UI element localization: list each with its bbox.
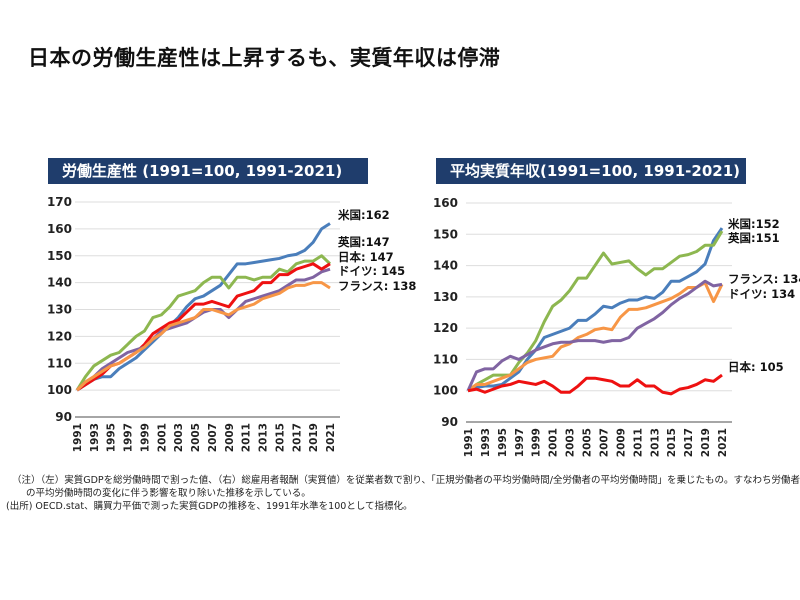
- x-tick-label: 2005: [582, 428, 594, 457]
- x-tick-label: 2019: [308, 423, 320, 452]
- x-tick-label: 2011: [241, 423, 253, 452]
- y-tick-label: 140: [47, 276, 72, 290]
- y-tick-label: 110: [47, 356, 72, 370]
- series-end-label: フランス: 134: [728, 272, 800, 286]
- x-tick-label: 2011: [632, 428, 644, 457]
- x-tick-label: 2015: [666, 428, 678, 457]
- series-line-ドイツ: [75, 267, 331, 392]
- series-line-フランス: [467, 281, 724, 392]
- series-line-米国: [467, 227, 724, 393]
- chart-title-income: 平均実質年収(1991=100, 1991-2021): [436, 158, 746, 184]
- x-tick-label: 2017: [683, 428, 695, 457]
- y-tick-label: 90: [441, 415, 458, 429]
- series-end-label: 英国:151: [727, 231, 780, 245]
- y-tick-label: 140: [433, 259, 458, 273]
- x-tick-label: 2013: [258, 423, 270, 452]
- series-end-label: ドイツ: 145: [338, 264, 405, 278]
- x-tick-label: 2017: [291, 423, 303, 452]
- x-tick-label: 1997: [514, 428, 526, 457]
- y-tick-label: 120: [47, 329, 72, 343]
- footnotes: （注）（左）実質GDPを総労働時間で割った値、（右）総雇用者報酬（実質値）を従業…: [6, 474, 800, 513]
- x-tick-label: 1993: [480, 428, 492, 457]
- footnote-source: (出所) OECD.stat、購買力平価で測った実質GDPの推移を、1991年水…: [6, 501, 413, 512]
- series-line-英国: [467, 230, 724, 392]
- y-tick-label: 160: [47, 222, 72, 236]
- series-end-label: 米国:162: [337, 208, 390, 222]
- y-tick-label: 130: [47, 303, 72, 317]
- y-tick-label: 100: [433, 384, 458, 398]
- x-tick-label: 2015: [274, 423, 286, 452]
- x-tick-label: 2005: [190, 423, 202, 452]
- y-tick-label: 90: [55, 410, 72, 424]
- series-line-米国: [76, 222, 331, 392]
- x-tick-label: 2001: [156, 423, 168, 452]
- series-line-フランス: [75, 281, 331, 392]
- y-tick-label: 120: [433, 321, 458, 335]
- series-line-英国: [75, 254, 332, 391]
- x-tick-label: 2009: [224, 423, 236, 452]
- x-tick-label: 2019: [700, 428, 712, 457]
- chart-title-productivity: 労働生産性 (1991=100, 1991-2021): [48, 158, 368, 184]
- series-end-label: 日本: 147: [338, 250, 394, 264]
- series-line-ドイツ: [466, 279, 723, 392]
- x-tick-label: 2001: [548, 428, 560, 457]
- x-tick-label: 1995: [106, 423, 118, 452]
- series-line-日本: [467, 373, 723, 396]
- y-tick-label: 150: [433, 227, 458, 241]
- series-end-label: 米国:152: [727, 217, 780, 231]
- footnote-note: （注）（左）実質GDPを総労働時間で割った値、（右）総雇用者報酬（実質値）を従業…: [12, 475, 800, 499]
- page-title: 日本の労働生産性は上昇するも、実質年収は停滞: [28, 46, 501, 70]
- y-tick-label: 130: [433, 290, 458, 304]
- x-tick-label: 2021: [717, 428, 729, 457]
- x-tick-label: 1991: [72, 423, 84, 452]
- y-tick-label: 170: [47, 195, 72, 209]
- x-tick-label: 1995: [497, 428, 509, 457]
- x-tick-label: 2003: [565, 428, 577, 457]
- x-tick-label: 1993: [89, 423, 101, 452]
- series-end-label: フランス: 138: [338, 279, 416, 293]
- y-tick-label: 150: [47, 249, 72, 263]
- x-tick-label: 2007: [207, 423, 219, 452]
- y-tick-label: 160: [433, 196, 458, 210]
- x-tick-label: 1997: [123, 423, 135, 452]
- x-tick-label: 2007: [598, 428, 610, 457]
- y-tick-label: 100: [47, 383, 72, 397]
- x-tick-label: 2003: [173, 423, 185, 452]
- series-end-label: ドイツ: 134: [728, 287, 795, 301]
- x-tick-label: 1991: [463, 428, 475, 457]
- series-end-label: 英国:147: [337, 235, 390, 249]
- x-tick-label: 2009: [615, 428, 627, 457]
- y-tick-label: 110: [433, 352, 458, 366]
- series-end-label: 日本: 105: [728, 360, 784, 374]
- x-tick-label: 1999: [531, 428, 543, 457]
- x-tick-label: 2021: [325, 423, 337, 452]
- x-tick-label: 2013: [649, 428, 661, 457]
- x-tick-label: 1999: [139, 423, 151, 452]
